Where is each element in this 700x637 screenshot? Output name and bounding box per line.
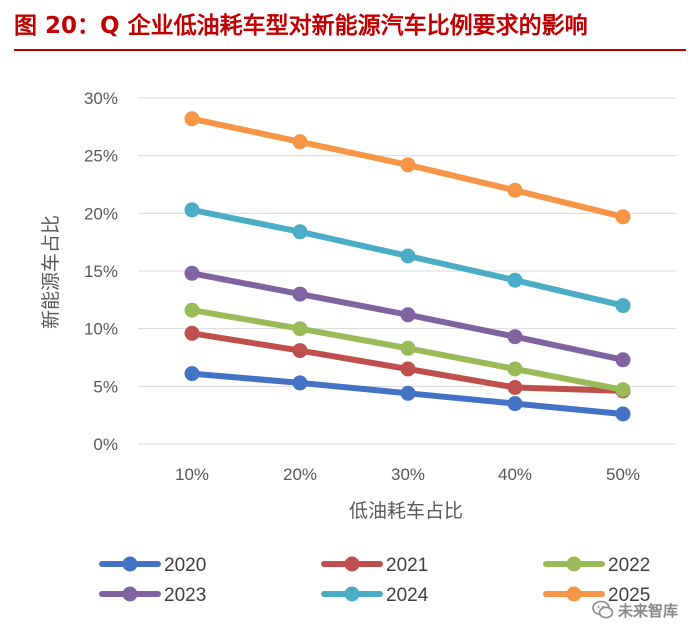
y-tick-label: 0% xyxy=(93,435,118,454)
x-tick-label: 30% xyxy=(391,465,425,484)
legend-item-2023: 2023 xyxy=(99,585,206,606)
watermark-text: 未来智库 xyxy=(618,601,679,620)
legend-label: 2025 xyxy=(608,585,650,606)
legend-label: 2022 xyxy=(608,555,650,576)
y-tick-label: 25% xyxy=(84,147,118,166)
data-point-2022-20% xyxy=(292,321,308,337)
data-point-2025-30% xyxy=(400,157,416,173)
data-point-2021-20% xyxy=(292,343,308,359)
legend-item-2024: 2024 xyxy=(321,585,429,606)
data-point-2024-10% xyxy=(184,202,200,218)
legend-swatch-marker xyxy=(344,586,360,602)
x-tick-label: 50% xyxy=(606,465,640,484)
data-point-2023-30% xyxy=(400,307,416,323)
data-point-2025-10% xyxy=(184,111,200,127)
legend-item-2022: 2022 xyxy=(543,555,650,576)
data-point-2021-30% xyxy=(400,361,416,377)
data-point-2024-20% xyxy=(292,224,308,240)
data-point-2025-40% xyxy=(507,182,523,198)
data-point-2020-40% xyxy=(507,396,523,412)
data-point-2020-20% xyxy=(292,375,308,391)
legend-item-2021: 2021 xyxy=(321,555,428,576)
data-point-2022-40% xyxy=(507,361,523,377)
legend-swatch-marker xyxy=(566,556,582,572)
data-point-2023-20% xyxy=(292,286,308,302)
x-tick-label: 10% xyxy=(175,465,209,484)
legend-swatch-marker xyxy=(344,556,360,572)
x-axis-title: 低油耗车占比 xyxy=(349,500,463,522)
legend-item-2025: 2025 xyxy=(543,585,650,606)
y-tick-label: 10% xyxy=(84,320,118,339)
data-point-2023-10% xyxy=(184,265,200,281)
series-2020 xyxy=(184,366,631,422)
data-point-2020-30% xyxy=(400,385,416,401)
legend-label: 2023 xyxy=(164,585,206,606)
data-point-2024-50% xyxy=(615,298,631,314)
watermark: 未来智库 xyxy=(592,597,696,623)
data-point-2025-20% xyxy=(292,134,308,150)
legend-swatch-marker xyxy=(122,586,138,602)
legend-swatch-marker xyxy=(122,556,138,572)
y-tick-label: 5% xyxy=(93,377,118,396)
data-point-2022-30% xyxy=(400,340,416,356)
data-point-2022-50% xyxy=(615,382,631,398)
legend-label: 2020 xyxy=(164,555,206,576)
data-point-2024-30% xyxy=(400,248,416,264)
series-2023 xyxy=(184,265,631,368)
x-tick-label: 40% xyxy=(498,465,532,484)
data-point-2023-50% xyxy=(615,352,631,368)
data-point-2022-10% xyxy=(184,302,200,318)
y-tick-label: 15% xyxy=(84,262,118,281)
data-point-2025-50% xyxy=(615,209,631,225)
data-point-2021-10% xyxy=(184,325,200,341)
legend-swatch-marker xyxy=(566,586,582,602)
data-point-2020-50% xyxy=(615,406,631,422)
data-point-2021-40% xyxy=(507,380,523,395)
data-point-2024-40% xyxy=(507,272,523,288)
y-tick-label: 30% xyxy=(84,89,118,108)
y-tick-label: 20% xyxy=(84,204,118,223)
series-2022 xyxy=(184,302,631,398)
data-point-2020-10% xyxy=(184,366,200,382)
data-point-2023-40% xyxy=(507,329,523,345)
series-2025 xyxy=(184,111,631,225)
title-divider xyxy=(14,49,686,51)
y-axis-title: 新能源车占比 xyxy=(40,215,62,329)
chart-title: 图 20：Q 企业低油耗车型对新能源汽车比例要求的影响 xyxy=(14,13,588,39)
x-tick-label: 20% xyxy=(283,465,317,484)
legend-item-2020: 2020 xyxy=(99,555,206,576)
legend-label: 2021 xyxy=(386,555,428,576)
wechat-icon xyxy=(592,600,614,619)
series-2024 xyxy=(184,202,631,314)
legend-label: 2024 xyxy=(386,585,429,606)
